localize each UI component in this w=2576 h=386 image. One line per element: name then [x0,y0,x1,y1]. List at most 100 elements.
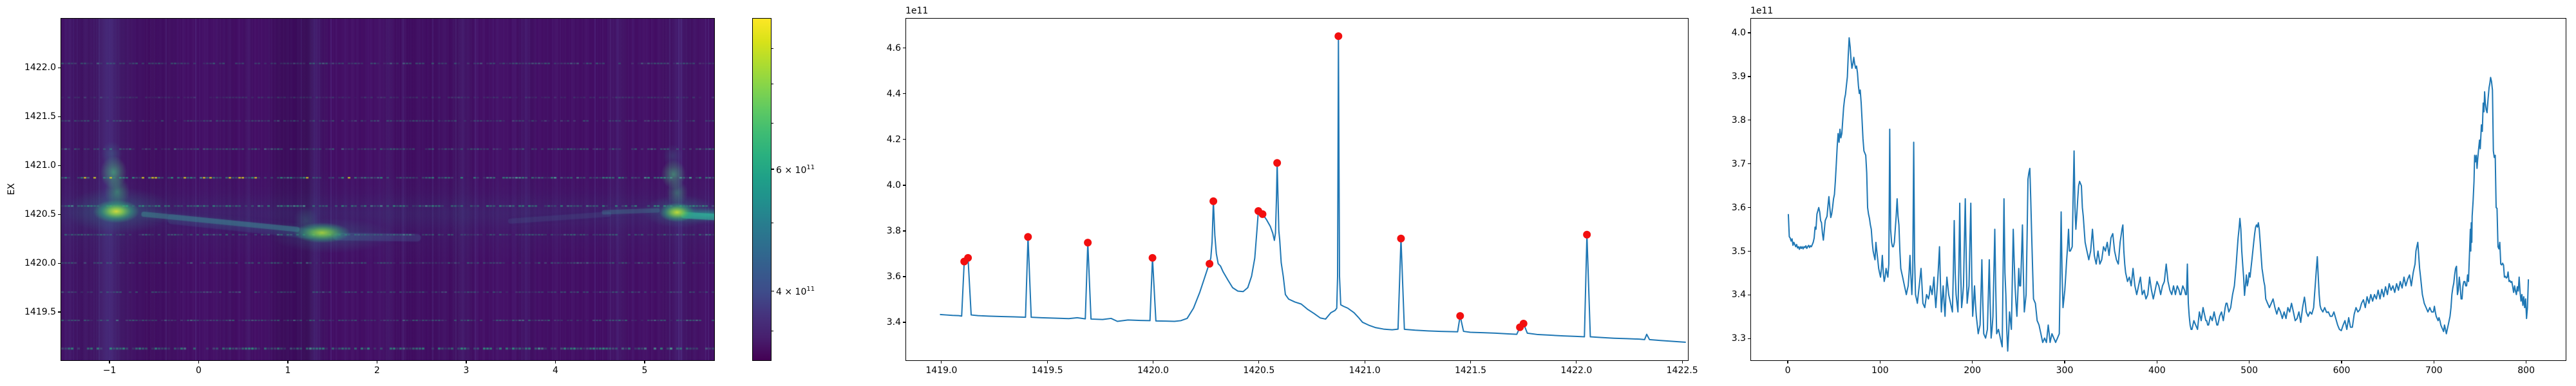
timeseries-line [1787,37,2530,352]
x-tick-label: 400 [2148,365,2166,376]
y-tick-label: 3.3 [1731,333,1746,344]
spectrogram-ylabel: EX [6,183,17,196]
x-tick-mark [1576,361,1577,363]
y-tick-label: 3.6 [886,271,901,282]
y-tick-label: 1421.5 [24,111,56,122]
x-tick-label: 1420.5 [1243,365,1275,376]
x-tick-label: 2 [374,365,380,376]
x-tick-label: 3 [463,365,469,376]
peak-marker [1024,233,1032,241]
x-tick-mark [1681,361,1683,363]
peak-marker [1583,230,1591,239]
y-tick-label: 4.4 [886,88,901,99]
y-tick-label: 3.7 [1731,158,1746,169]
y-tick-mark [1748,338,1750,339]
colorbar-tick-label: 6 × 1011 [776,164,815,176]
peak-marker [964,253,972,262]
x-tick-label: 1 [285,365,291,376]
peak-marker [1456,312,1464,320]
y-tick-label: 3.9 [1731,71,1746,82]
peak-marker [1397,234,1405,243]
spectrogram-image [61,19,714,360]
y-tick-mark [1748,76,1750,77]
x-tick-label: 5 [641,365,648,376]
y-tick-label: 1421.0 [24,160,56,171]
y-tick-mark [58,116,61,117]
y-tick-label: 3.5 [1731,246,1746,257]
x-tick-label: 100 [1871,365,1889,376]
x-tick-label: 0 [196,365,202,376]
y-tick-mark [58,165,61,166]
x-tick-label: 1422.0 [1560,365,1593,376]
timeseries-plot [1787,37,2530,352]
peak-marker [1148,253,1157,262]
x-tick-label: 200 [1964,365,1982,376]
x-tick-label: 700 [2425,365,2443,376]
colorbar-minor-tick-mark [772,123,773,124]
y-tick-label: 3.4 [886,317,901,327]
x-tick-label: 0 [1785,365,1791,376]
colorbar [752,18,772,361]
x-tick-mark [287,361,289,363]
x-tick-mark [1470,361,1472,363]
x-tick-label: 4 [553,365,558,376]
y-tick-mark [903,93,905,95]
spectrum-axes [905,18,1689,361]
y-tick-mark [903,230,905,232]
y-tick-label: 3.4 [1731,290,1746,300]
peak-marker [1084,239,1092,247]
y-tick-mark [903,276,905,277]
x-tick-label: 1421.0 [1349,365,1381,376]
y-tick-label: 1422.0 [24,62,56,73]
x-tick-label: 1421.5 [1454,365,1486,376]
y-tick-mark [1748,32,1750,33]
peak-marker [1258,210,1267,218]
y-tick-label: 4.2 [886,134,901,145]
x-tick-mark [941,361,942,363]
x-tick-mark [644,361,645,363]
x-tick-mark [554,361,556,363]
y-tick-mark [1748,250,1750,252]
peak-marker [1273,159,1282,167]
peak-marker [1206,259,1214,268]
peak-marker [1519,320,1528,327]
x-tick-label: 800 [2517,365,2535,376]
timeseries-axes [1750,18,2566,361]
x-tick-label: 1420.0 [1137,365,1170,376]
y-tick-label: 4.6 [886,42,901,53]
y-tick-mark [1748,163,1750,165]
colorbar-minor-tick-mark [772,48,773,49]
y-tick-label: 1419.5 [24,307,56,318]
x-tick-label: 300 [2056,365,2074,376]
spectrum-offset-label: 1e11 [905,6,929,16]
x-tick-label: 600 [2333,365,2351,376]
y-tick-label: 1420.0 [24,258,56,269]
x-tick-mark [1787,361,1788,363]
spectrogram-axes [61,18,715,361]
x-tick-mark [1046,361,1048,363]
x-tick-mark [1258,361,1260,363]
x-tick-mark [1972,361,1973,363]
timeseries-offset-label: 1e11 [1750,6,1774,16]
y-tick-mark [58,311,61,313]
y-tick-mark [903,139,905,140]
x-tick-mark [2064,361,2065,363]
y-tick-label: 3.8 [886,225,901,236]
y-tick-label: 3.8 [1731,115,1746,125]
x-tick-mark [198,361,200,363]
y-tick-label: 3.6 [1731,202,1746,213]
peak-marker [1209,197,1218,205]
y-tick-label: 1420.5 [24,209,56,220]
y-tick-mark [1748,207,1750,208]
peak-marker [1334,32,1343,41]
colorbar-tick-label: 4 × 1011 [776,286,815,298]
y-tick-mark [58,214,61,215]
x-tick-label: 500 [2240,365,2259,376]
y-tick-label: 4.0 [886,179,901,190]
spectrum-line [940,35,1686,343]
x-tick-mark [2341,361,2342,363]
x-tick-label: −1 [102,365,117,376]
spectrum-plot [940,32,1686,343]
x-tick-label: 1422.5 [1666,365,1698,376]
